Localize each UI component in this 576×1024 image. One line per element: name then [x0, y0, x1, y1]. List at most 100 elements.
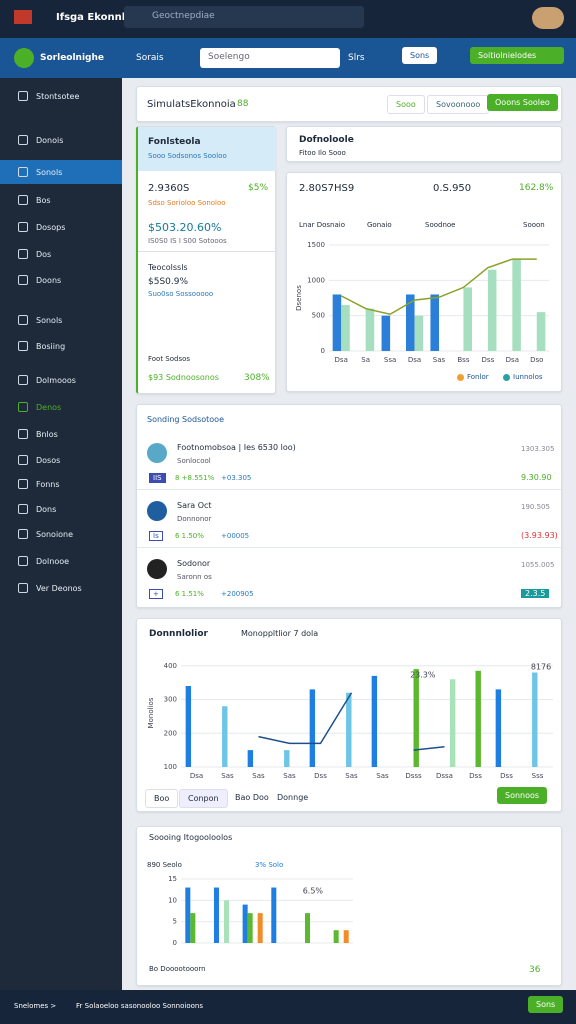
row-delta: +00005 [221, 532, 250, 540]
logo [14, 10, 32, 24]
chart2-button[interactable]: Sonnoos [497, 787, 548, 804]
active-bg [0, 160, 122, 184]
nav-item[interactable]: Fonns [36, 480, 60, 489]
y-axis-label: Dsenos [295, 285, 303, 311]
bar [413, 669, 419, 767]
row-name[interactable]: Footnomobsoa | Ies 6530 loo) [177, 443, 296, 452]
filter[interactable]: Gonaio [367, 221, 392, 229]
nav-icon [18, 222, 28, 232]
nav-icon [18, 529, 28, 539]
search[interactable]: Geoctnepdiae [124, 6, 364, 28]
nav-item[interactable]: Dos [36, 250, 52, 259]
bar [304, 913, 310, 943]
nav-item[interactable]: Ver Deonos [36, 584, 82, 593]
row-bottom: 9.30.90 [521, 473, 552, 482]
nav-item[interactable]: Bosiing [36, 342, 66, 351]
nav-icon [18, 167, 28, 177]
chart-card-subtitle: Fitoo Ilo Sooo [299, 149, 346, 157]
nav-item[interactable]: Donois [36, 136, 64, 145]
stat: 0.S.950 [433, 183, 472, 194]
row-name[interactable]: Sodonor [177, 559, 211, 568]
y-tick-label: 1500 [307, 241, 325, 249]
row-badge: IIS [149, 473, 166, 483]
nav-item[interactable]: Dosos [36, 456, 61, 465]
tab[interactable]: Sorais [136, 53, 164, 63]
x-tick-label: Dssa [436, 772, 453, 780]
chip[interactable]: Boo [145, 789, 179, 808]
nav-item[interactable]: Sonols [36, 316, 63, 325]
chip[interactable]: Conpon [179, 789, 228, 808]
filter[interactable]: Lnar Dosnaio [299, 221, 346, 229]
nav-item[interactable]: Sonoione [36, 530, 74, 539]
x-tick-label: Dss [469, 772, 482, 780]
bar [333, 930, 339, 943]
sidebar: Stontsotee Donois Sonols Bos Dosops Dos Doons S… [0, 78, 122, 990]
x-tick-label: Dsa [335, 356, 348, 364]
button[interactable]: Sons [402, 47, 438, 64]
left-panel-head [138, 127, 276, 171]
foot-value: $93 Sodnoosonos [148, 373, 219, 382]
nav-item[interactable]: Sonols [36, 168, 63, 177]
big-note: IS0S0 IS I S00 Sotooos [148, 237, 227, 245]
header-button[interactable]: Ooons Sooleo [487, 94, 558, 111]
x-tick-label: Sa [361, 356, 370, 364]
filter[interactable]: Sooon [523, 221, 545, 229]
row-sub: Saronn os [177, 573, 212, 581]
nav-item[interactable]: Stontsotee [36, 92, 80, 101]
cta-button[interactable]: Soitiolnielodes [470, 47, 564, 64]
nav-item[interactable]: Dolnooe [36, 557, 70, 566]
stat-change: $5% [248, 183, 269, 193]
stat: 2.9360S [148, 183, 190, 194]
nav-icon [18, 275, 28, 285]
header-button[interactable]: Sovoonooo [427, 95, 490, 114]
link[interactable]: Slrs [348, 53, 365, 63]
bar [213, 887, 219, 943]
subbar-title: Sorleolnighe [40, 53, 105, 63]
nav-item[interactable]: Doons [36, 276, 62, 285]
nav-item[interactable]: Dosops [36, 223, 66, 232]
nav-icon [18, 91, 28, 101]
row-top: 1055.005 [521, 561, 555, 569]
bar [463, 287, 472, 351]
nav-item[interactable]: Denos [36, 403, 62, 412]
panel-title: Fonlsteola [148, 137, 201, 147]
x-tick-label: Sas [283, 772, 296, 780]
filter[interactable]: Soodnoe [425, 221, 456, 229]
nav-item[interactable]: Dons [36, 505, 57, 514]
nav-item[interactable]: Dolmooos [36, 376, 76, 385]
x-tick-label: Dsss [405, 772, 422, 780]
nav-icon [18, 315, 28, 325]
section-title: Teocolssls [148, 263, 188, 272]
input[interactable]: Soelengo [200, 48, 340, 68]
x-tick-label: Dsa [408, 356, 421, 364]
section-value: $5S0.9% [148, 277, 189, 287]
nav-item[interactable]: Bos [36, 196, 51, 205]
chip[interactable]: Bao Doo [235, 793, 269, 802]
section-note: Suo0so Sossooooo [148, 290, 214, 298]
nav-icon [18, 341, 28, 351]
avatar[interactable] [532, 7, 564, 29]
y-tick-label: 15 [168, 875, 177, 883]
bar [365, 308, 375, 351]
bar [487, 269, 497, 351]
bar [406, 294, 415, 351]
chart3-card: Soooing Itogooloolos 890 Seolo 3% Solo 0… [136, 826, 562, 986]
x-tick-label: Dss [500, 772, 513, 780]
x-tick-label: Dss [314, 772, 327, 780]
nav-icon [18, 135, 28, 145]
row-name[interactable]: Sara Oct [177, 501, 212, 510]
chip[interactable]: Donnge [277, 793, 309, 802]
avatar [147, 559, 167, 579]
bar [242, 904, 248, 943]
chart3-legend: 3% Solo [255, 861, 284, 869]
stat: 2.80S7HS9 [299, 183, 355, 194]
bar [414, 315, 424, 351]
x-tick-label: Sas [433, 356, 446, 364]
footer [0, 990, 576, 1024]
header-button[interactable]: Sooo [387, 95, 425, 114]
x-tick-label: Sas [376, 772, 389, 780]
y-tick-label: 10 [168, 896, 177, 904]
footer-button[interactable]: Sons [528, 996, 564, 1013]
nav-icon [18, 375, 28, 385]
nav-item[interactable]: Bnlos [36, 430, 58, 439]
